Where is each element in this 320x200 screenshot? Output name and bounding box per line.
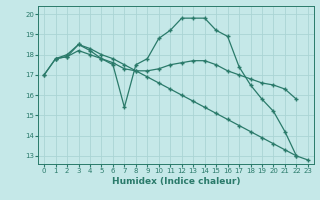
X-axis label: Humidex (Indice chaleur): Humidex (Indice chaleur) <box>112 177 240 186</box>
